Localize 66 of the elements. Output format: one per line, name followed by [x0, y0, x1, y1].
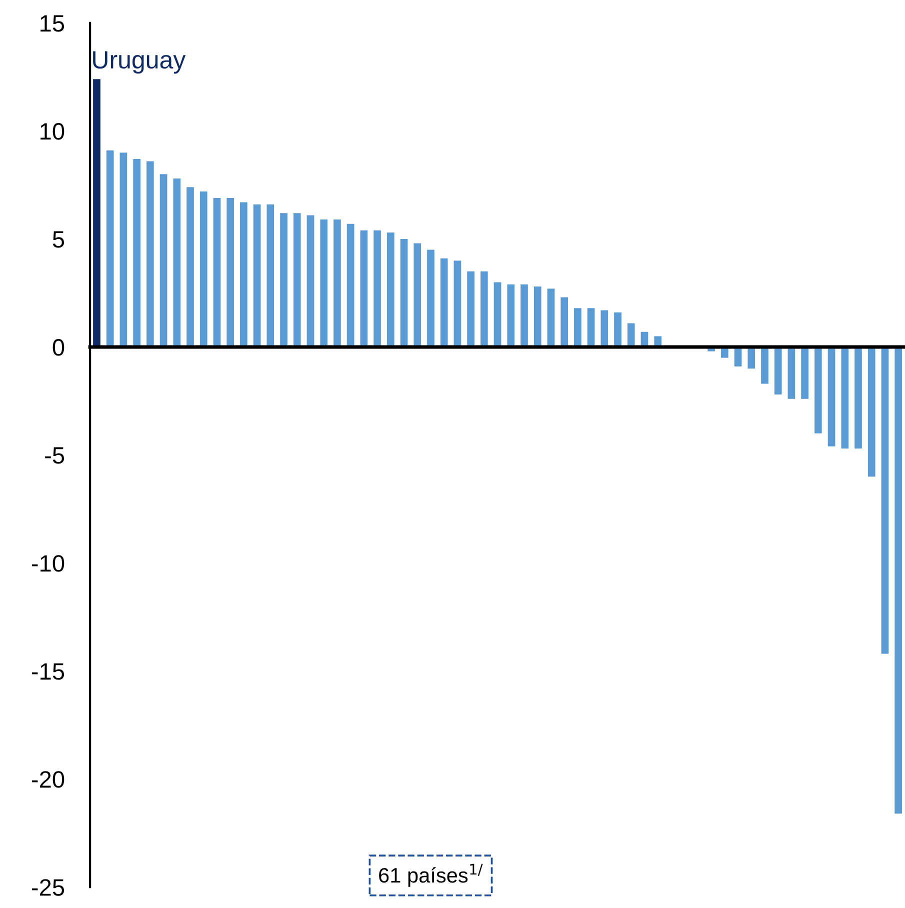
bar	[480, 271, 488, 347]
bar	[454, 260, 462, 347]
bar	[507, 284, 515, 347]
bar	[293, 213, 301, 347]
bar	[774, 346, 782, 395]
bar	[320, 220, 328, 347]
y-tick-label: -20	[32, 771, 64, 788]
bar	[828, 346, 836, 446]
bar	[440, 258, 448, 347]
bar	[600, 310, 608, 347]
bar	[534, 286, 542, 347]
bar	[881, 346, 889, 654]
bar	[801, 346, 808, 399]
bar	[400, 238, 408, 347]
y-tick-label: 5	[52, 231, 64, 248]
bar	[788, 346, 796, 399]
bar	[346, 224, 354, 347]
bar	[93, 79, 100, 347]
bar	[266, 204, 274, 347]
y-tick-label: -5	[45, 447, 64, 464]
bar	[146, 161, 154, 347]
bar	[306, 215, 314, 347]
y-tick-label: -15	[32, 663, 64, 680]
bar	[374, 230, 381, 347]
bar	[854, 346, 862, 449]
bar	[386, 232, 394, 347]
bar	[720, 346, 728, 358]
bar	[253, 204, 261, 347]
bar	[814, 346, 822, 434]
annotation: Uruguay	[93, 51, 186, 74]
bar	[627, 323, 635, 347]
bar	[547, 288, 555, 347]
annotation: 61 países$^{1/}$	[379, 864, 483, 887]
bar	[574, 308, 582, 347]
bar	[587, 308, 595, 347]
bar	[467, 271, 474, 347]
bar	[213, 198, 221, 347]
bar	[186, 187, 194, 347]
bar	[761, 346, 768, 384]
bar	[133, 159, 140, 347]
bar	[520, 284, 528, 347]
y-tick-label: -25	[32, 879, 64, 896]
bar	[654, 336, 662, 347]
bar	[280, 213, 288, 347]
bar	[841, 346, 849, 449]
bar	[560, 297, 568, 347]
bar	[360, 230, 368, 347]
y-tick-label: 15	[40, 15, 64, 32]
bar	[160, 174, 168, 347]
y-tick-label: 0	[52, 339, 64, 356]
bar	[334, 220, 341, 347]
bar	[226, 198, 234, 347]
bar	[427, 250, 434, 347]
bar	[614, 312, 622, 347]
bar	[200, 191, 208, 347]
bar	[494, 282, 502, 347]
bar	[240, 202, 248, 347]
bar	[414, 243, 422, 347]
bar	[106, 150, 114, 347]
bar	[748, 346, 756, 369]
y-tick-label: -10	[32, 555, 64, 572]
bar	[894, 346, 902, 814]
bar	[173, 178, 181, 347]
bar	[120, 152, 128, 347]
bar	[868, 346, 876, 477]
y-tick-label: 10	[40, 123, 64, 140]
